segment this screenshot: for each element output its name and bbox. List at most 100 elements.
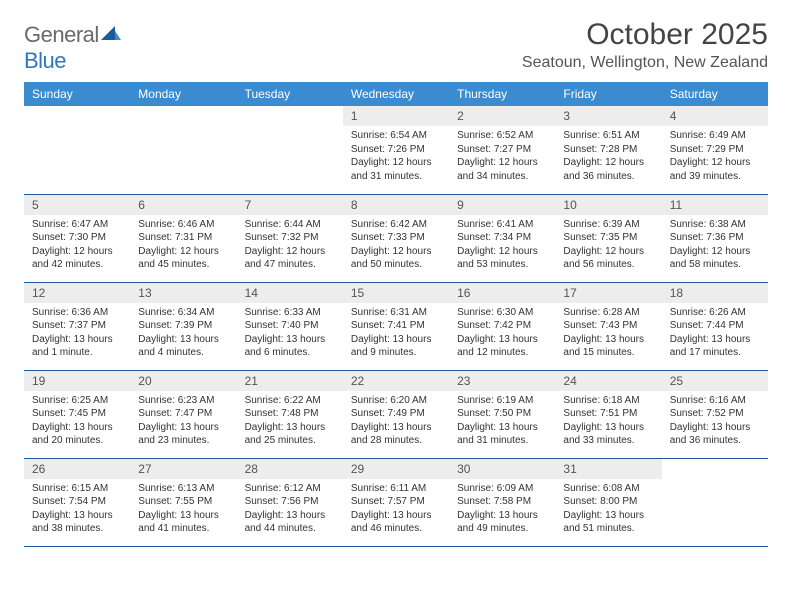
day-number: 18	[662, 283, 768, 303]
day-details: Sunrise: 6:47 AMSunset: 7:30 PMDaylight:…	[24, 215, 130, 278]
calendar-week-row: 5Sunrise: 6:47 AMSunset: 7:30 PMDaylight…	[24, 194, 768, 282]
sunset-text: Sunset: 7:52 PM	[670, 407, 760, 421]
day-number: 27	[130, 459, 236, 479]
day-number: 5	[24, 195, 130, 215]
daylight-line2: and 51 minutes.	[563, 522, 653, 536]
day-number: 1	[343, 106, 449, 126]
day-details: Sunrise: 6:26 AMSunset: 7:44 PMDaylight:…	[662, 303, 768, 366]
day-number: 9	[449, 195, 555, 215]
day-number: 29	[343, 459, 449, 479]
daylight-line1: Daylight: 12 hours	[670, 156, 760, 170]
day-details: Sunrise: 6:39 AMSunset: 7:35 PMDaylight:…	[555, 215, 661, 278]
sunrise-text: Sunrise: 6:22 AM	[245, 394, 335, 408]
day-number: 6	[130, 195, 236, 215]
day-details: Sunrise: 6:54 AMSunset: 7:26 PMDaylight:…	[343, 126, 449, 189]
daylight-line2: and 50 minutes.	[351, 258, 441, 272]
calendar-day-cell: 1Sunrise: 6:54 AMSunset: 7:26 PMDaylight…	[343, 106, 449, 194]
daylight-line2: and 58 minutes.	[670, 258, 760, 272]
daylight-line2: and 9 minutes.	[351, 346, 441, 360]
day-number: 23	[449, 371, 555, 391]
calendar-day-cell	[662, 458, 768, 546]
sunset-text: Sunset: 7:35 PM	[563, 231, 653, 245]
sunrise-text: Sunrise: 6:20 AM	[351, 394, 441, 408]
daylight-line2: and 38 minutes.	[32, 522, 122, 536]
calendar-week-row: 1Sunrise: 6:54 AMSunset: 7:26 PMDaylight…	[24, 106, 768, 194]
daylight-line1: Daylight: 13 hours	[670, 421, 760, 435]
day-number: 30	[449, 459, 555, 479]
daylight-line1: Daylight: 12 hours	[351, 245, 441, 259]
daylight-line1: Daylight: 12 hours	[457, 245, 547, 259]
daylight-line1: Daylight: 13 hours	[245, 509, 335, 523]
sunset-text: Sunset: 7:31 PM	[138, 231, 228, 245]
day-number: 24	[555, 371, 661, 391]
day-number: 28	[237, 459, 343, 479]
daylight-line2: and 23 minutes.	[138, 434, 228, 448]
daylight-line1: Daylight: 13 hours	[32, 333, 122, 347]
day-details: Sunrise: 6:12 AMSunset: 7:56 PMDaylight:…	[237, 479, 343, 542]
calendar-day-cell: 23Sunrise: 6:19 AMSunset: 7:50 PMDayligh…	[449, 370, 555, 458]
sunrise-text: Sunrise: 6:25 AM	[32, 394, 122, 408]
day-details: Sunrise: 6:52 AMSunset: 7:27 PMDaylight:…	[449, 126, 555, 189]
sunrise-text: Sunrise: 6:54 AM	[351, 129, 441, 143]
day-details: Sunrise: 6:28 AMSunset: 7:43 PMDaylight:…	[555, 303, 661, 366]
weekday-header: Sunday	[24, 82, 130, 106]
sunrise-text: Sunrise: 6:51 AM	[563, 129, 653, 143]
calendar-day-cell: 14Sunrise: 6:33 AMSunset: 7:40 PMDayligh…	[237, 282, 343, 370]
daylight-line2: and 25 minutes.	[245, 434, 335, 448]
day-number: 15	[343, 283, 449, 303]
day-details: Sunrise: 6:46 AMSunset: 7:31 PMDaylight:…	[130, 215, 236, 278]
title-block: October 2025 Seatoun, Wellington, New Ze…	[522, 18, 768, 72]
weekday-header: Friday	[555, 82, 661, 106]
calendar-day-cell: 21Sunrise: 6:22 AMSunset: 7:48 PMDayligh…	[237, 370, 343, 458]
daylight-line1: Daylight: 13 hours	[457, 509, 547, 523]
day-details: Sunrise: 6:49 AMSunset: 7:29 PMDaylight:…	[662, 126, 768, 189]
daylight-line1: Daylight: 12 hours	[457, 156, 547, 170]
sunrise-text: Sunrise: 6:39 AM	[563, 218, 653, 232]
daylight-line2: and 39 minutes.	[670, 170, 760, 184]
weekday-header-row: Sunday Monday Tuesday Wednesday Thursday…	[24, 82, 768, 106]
day-details: Sunrise: 6:38 AMSunset: 7:36 PMDaylight:…	[662, 215, 768, 278]
calendar-day-cell: 8Sunrise: 6:42 AMSunset: 7:33 PMDaylight…	[343, 194, 449, 282]
day-details: Sunrise: 6:11 AMSunset: 7:57 PMDaylight:…	[343, 479, 449, 542]
sunset-text: Sunset: 7:39 PM	[138, 319, 228, 333]
calendar-day-cell: 2Sunrise: 6:52 AMSunset: 7:27 PMDaylight…	[449, 106, 555, 194]
daylight-line1: Daylight: 13 hours	[670, 333, 760, 347]
sunrise-text: Sunrise: 6:49 AM	[670, 129, 760, 143]
sunrise-text: Sunrise: 6:36 AM	[32, 306, 122, 320]
logo-word-blue: Blue	[24, 48, 66, 73]
daylight-line2: and 4 minutes.	[138, 346, 228, 360]
calendar-day-cell: 20Sunrise: 6:23 AMSunset: 7:47 PMDayligh…	[130, 370, 236, 458]
sunset-text: Sunset: 7:26 PM	[351, 143, 441, 157]
daylight-line2: and 33 minutes.	[563, 434, 653, 448]
daylight-line1: Daylight: 13 hours	[245, 421, 335, 435]
day-details: Sunrise: 6:33 AMSunset: 7:40 PMDaylight:…	[237, 303, 343, 366]
daylight-line1: Daylight: 13 hours	[245, 333, 335, 347]
daylight-line1: Daylight: 12 hours	[245, 245, 335, 259]
day-details: Sunrise: 6:42 AMSunset: 7:33 PMDaylight:…	[343, 215, 449, 278]
daylight-line2: and 53 minutes.	[457, 258, 547, 272]
sunrise-text: Sunrise: 6:31 AM	[351, 306, 441, 320]
sunset-text: Sunset: 7:48 PM	[245, 407, 335, 421]
sunrise-text: Sunrise: 6:42 AM	[351, 218, 441, 232]
sunrise-text: Sunrise: 6:34 AM	[138, 306, 228, 320]
day-details: Sunrise: 6:15 AMSunset: 7:54 PMDaylight:…	[24, 479, 130, 542]
day-number: 10	[555, 195, 661, 215]
sunset-text: Sunset: 7:44 PM	[670, 319, 760, 333]
weekday-header: Tuesday	[237, 82, 343, 106]
day-number: 16	[449, 283, 555, 303]
sunset-text: Sunset: 7:42 PM	[457, 319, 547, 333]
daylight-line2: and 12 minutes.	[457, 346, 547, 360]
sunrise-text: Sunrise: 6:23 AM	[138, 394, 228, 408]
daylight-line2: and 15 minutes.	[563, 346, 653, 360]
sunset-text: Sunset: 7:54 PM	[32, 495, 122, 509]
sunset-text: Sunset: 7:29 PM	[670, 143, 760, 157]
day-number: 12	[24, 283, 130, 303]
daylight-line1: Daylight: 13 hours	[32, 421, 122, 435]
daylight-line1: Daylight: 13 hours	[351, 333, 441, 347]
daylight-line2: and 17 minutes.	[670, 346, 760, 360]
day-number: 4	[662, 106, 768, 126]
weekday-header: Thursday	[449, 82, 555, 106]
calendar-day-cell: 10Sunrise: 6:39 AMSunset: 7:35 PMDayligh…	[555, 194, 661, 282]
calendar-day-cell: 16Sunrise: 6:30 AMSunset: 7:42 PMDayligh…	[449, 282, 555, 370]
calendar-table: Sunday Monday Tuesday Wednesday Thursday…	[24, 82, 768, 547]
